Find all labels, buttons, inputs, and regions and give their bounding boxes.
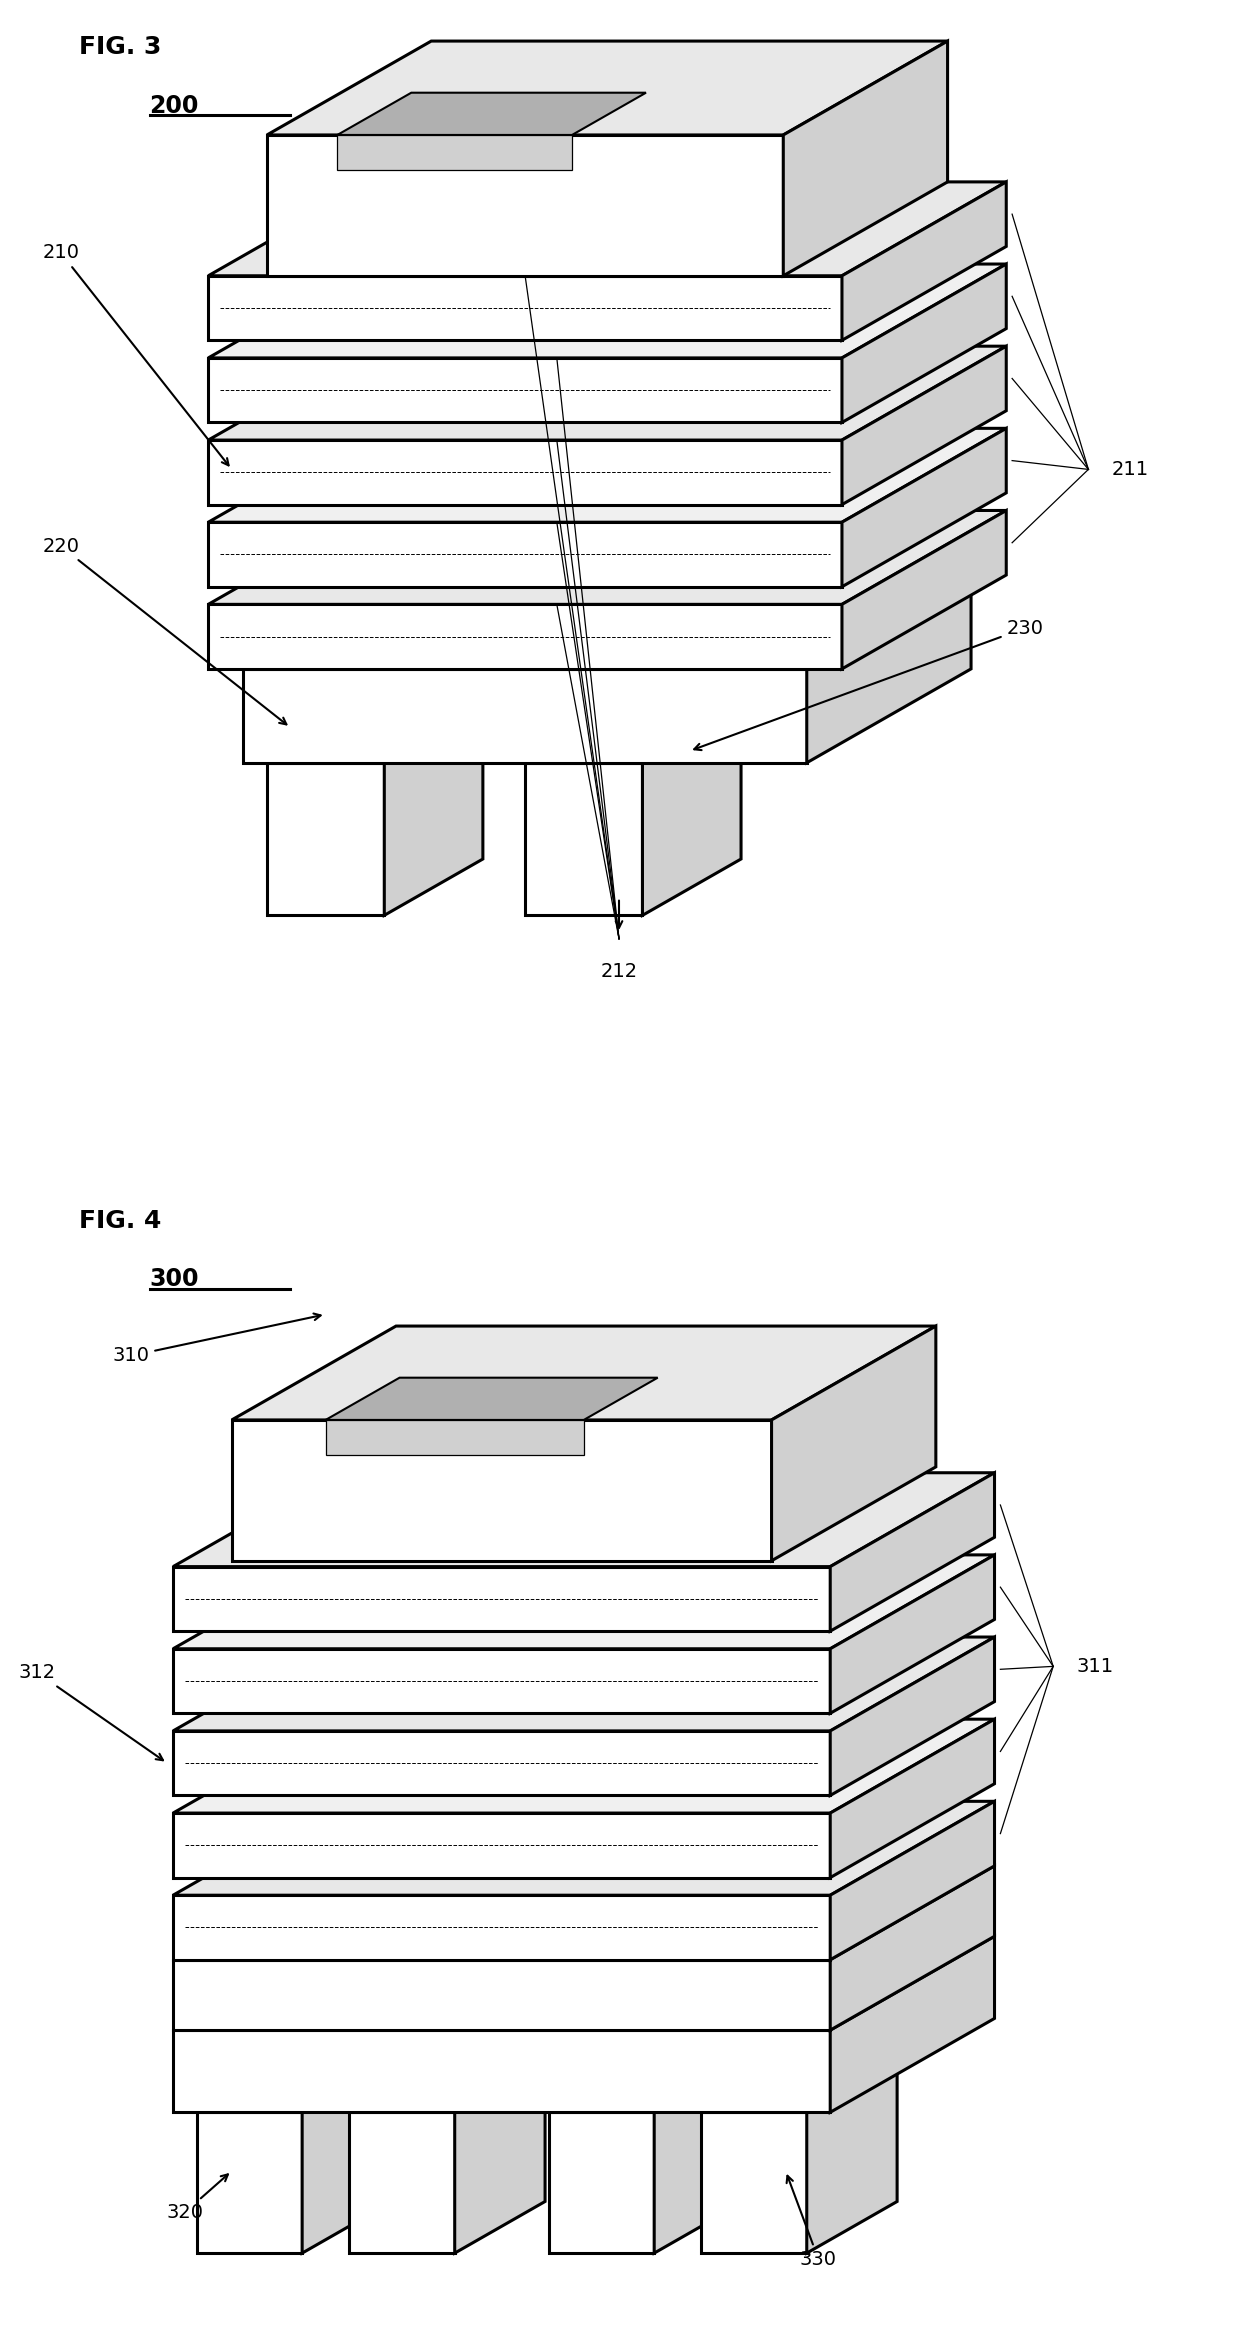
Text: 330: 330	[786, 2176, 837, 2270]
Polygon shape	[701, 2061, 898, 2112]
Polygon shape	[654, 2061, 744, 2253]
Polygon shape	[831, 1638, 994, 1795]
Polygon shape	[831, 1866, 994, 2030]
Text: 210: 210	[42, 244, 229, 465]
Text: 212: 212	[600, 962, 638, 981]
Polygon shape	[173, 1556, 994, 1648]
Polygon shape	[267, 763, 384, 915]
Polygon shape	[173, 1812, 831, 1878]
Polygon shape	[267, 706, 483, 763]
Polygon shape	[807, 575, 971, 763]
Polygon shape	[173, 2030, 831, 2112]
Polygon shape	[384, 706, 483, 915]
Polygon shape	[842, 512, 1006, 669]
Polygon shape	[208, 265, 1006, 359]
Polygon shape	[173, 1648, 831, 1713]
Polygon shape	[807, 2061, 898, 2253]
Polygon shape	[701, 2112, 807, 2253]
Polygon shape	[208, 427, 1006, 523]
Polygon shape	[173, 1936, 994, 2030]
Polygon shape	[842, 265, 1006, 422]
Polygon shape	[831, 1474, 994, 1631]
Polygon shape	[173, 1474, 994, 1568]
Polygon shape	[208, 183, 1006, 277]
Polygon shape	[338, 136, 572, 171]
Polygon shape	[326, 1420, 584, 1455]
Polygon shape	[208, 359, 842, 422]
Text: 211: 211	[1112, 460, 1149, 479]
Polygon shape	[784, 42, 947, 277]
Polygon shape	[173, 1732, 831, 1795]
Polygon shape	[208, 345, 1006, 441]
Polygon shape	[326, 1378, 657, 1420]
Polygon shape	[831, 1718, 994, 1878]
Polygon shape	[208, 441, 842, 505]
Polygon shape	[244, 575, 971, 669]
Polygon shape	[173, 1638, 994, 1732]
Polygon shape	[244, 669, 807, 763]
Text: 320: 320	[166, 2173, 228, 2223]
Polygon shape	[831, 1556, 994, 1713]
Polygon shape	[208, 277, 842, 340]
Polygon shape	[267, 42, 947, 136]
Polygon shape	[548, 2112, 654, 2253]
Polygon shape	[643, 706, 742, 915]
Text: FIG. 3: FIG. 3	[79, 35, 162, 59]
Text: 311: 311	[1077, 1657, 1114, 1676]
Text: 312: 312	[19, 1664, 163, 1760]
Polygon shape	[831, 1936, 994, 2112]
Polygon shape	[349, 2061, 545, 2112]
Polygon shape	[349, 2112, 454, 2253]
Polygon shape	[197, 2061, 392, 2112]
Polygon shape	[232, 1420, 771, 1561]
Polygon shape	[771, 1326, 936, 1561]
Polygon shape	[208, 523, 842, 587]
Polygon shape	[173, 1896, 831, 1960]
Text: 300: 300	[150, 1267, 199, 1291]
Polygon shape	[232, 1326, 936, 1420]
Text: 220: 220	[42, 537, 286, 725]
Polygon shape	[197, 2112, 302, 2253]
Polygon shape	[525, 706, 742, 763]
Polygon shape	[525, 763, 643, 915]
Polygon shape	[208, 512, 1006, 606]
Text: 230: 230	[695, 620, 1044, 751]
Polygon shape	[267, 136, 784, 277]
Polygon shape	[454, 2061, 545, 2253]
Polygon shape	[831, 1802, 994, 1960]
Polygon shape	[173, 1866, 994, 1960]
Polygon shape	[173, 1568, 831, 1631]
Polygon shape	[173, 1960, 831, 2030]
Polygon shape	[173, 1718, 994, 1812]
Text: 200: 200	[150, 94, 199, 117]
Polygon shape	[548, 2061, 744, 2112]
Polygon shape	[842, 345, 1006, 505]
Polygon shape	[842, 427, 1006, 587]
Polygon shape	[302, 2061, 392, 2253]
Polygon shape	[208, 606, 842, 669]
Text: FIG. 4: FIG. 4	[79, 1209, 162, 1232]
Polygon shape	[338, 94, 646, 136]
Polygon shape	[842, 183, 1006, 340]
Text: 310: 310	[113, 1314, 321, 1366]
Polygon shape	[173, 1802, 994, 1896]
